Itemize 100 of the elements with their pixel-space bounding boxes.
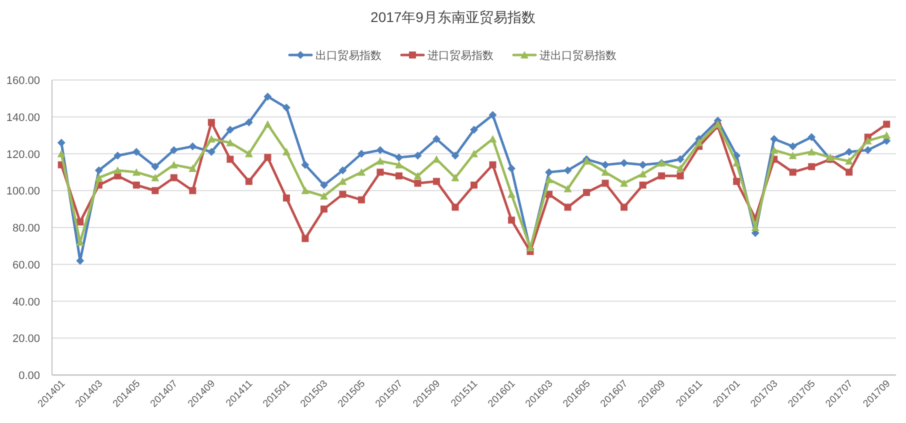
point [357,168,366,176]
legend-label: 出口贸易指数 [316,49,382,62]
point [114,166,122,174]
point [170,146,178,154]
legend-label: 进口贸易指数 [428,49,494,62]
point [489,161,496,168]
point [488,111,497,120]
point [244,150,253,158]
point [189,187,196,194]
point [583,188,590,196]
point [808,148,816,156]
point [470,182,478,189]
point [264,120,272,128]
point [452,204,459,211]
point [638,160,647,169]
point [414,180,422,187]
point [57,150,66,158]
point [601,168,610,176]
point [732,158,741,166]
point [301,186,310,194]
point [151,174,160,182]
point [564,184,572,192]
point [676,155,684,164]
point [357,150,366,158]
point [376,146,384,154]
ytick: 100.00 [6,186,40,198]
point [845,157,854,165]
point [188,164,197,172]
point [545,168,554,176]
point [320,181,328,190]
point [470,150,478,158]
point [152,187,159,194]
point [789,168,796,176]
point [676,164,684,172]
point [394,160,403,168]
point [826,153,834,161]
ytick: 60.00 [12,259,40,272]
point [376,168,384,176]
point [602,180,609,187]
point [358,196,365,204]
point [226,156,234,163]
point [639,182,646,189]
ytick: 40.00 [12,296,40,308]
point [770,146,778,154]
point [864,146,872,154]
point [151,162,160,171]
point [170,174,178,182]
point [245,178,252,185]
ytick: 80.00 [12,222,40,234]
point [564,204,572,211]
point [882,131,891,139]
point [508,164,516,172]
point [226,138,234,146]
point [788,152,797,160]
point [451,152,460,160]
point [76,218,84,226]
ytick: 140.00 [6,112,40,124]
point [320,192,328,200]
point [188,142,197,150]
point [788,142,797,150]
point [638,170,647,178]
point [282,194,290,202]
point [620,179,628,187]
point [432,135,440,143]
point [320,206,328,213]
point [414,152,422,160]
point [414,172,422,180]
point [132,182,140,189]
point [338,166,347,174]
point [339,190,346,198]
point [170,160,178,168]
point [301,160,310,169]
point [244,118,253,126]
point [508,190,516,198]
point [302,235,309,242]
point [264,154,272,161]
point [394,153,403,162]
point [208,118,215,126]
point [808,163,816,170]
point [432,178,440,185]
point [451,174,460,182]
point [620,204,628,211]
point [846,168,853,176]
point [470,126,478,134]
point [94,166,103,174]
ytick: 20.00 [12,333,40,346]
point [282,148,290,156]
point [264,92,272,101]
title: 2017年9月东南亚贸易指数 [370,9,536,25]
point [376,157,384,165]
ytick: 0.00 [18,370,40,382]
point [733,178,740,185]
point [282,104,290,112]
point [883,120,890,128]
point [620,158,628,167]
point [395,172,402,180]
point [564,166,572,174]
point [845,148,854,156]
point [676,172,684,180]
point [658,172,666,180]
